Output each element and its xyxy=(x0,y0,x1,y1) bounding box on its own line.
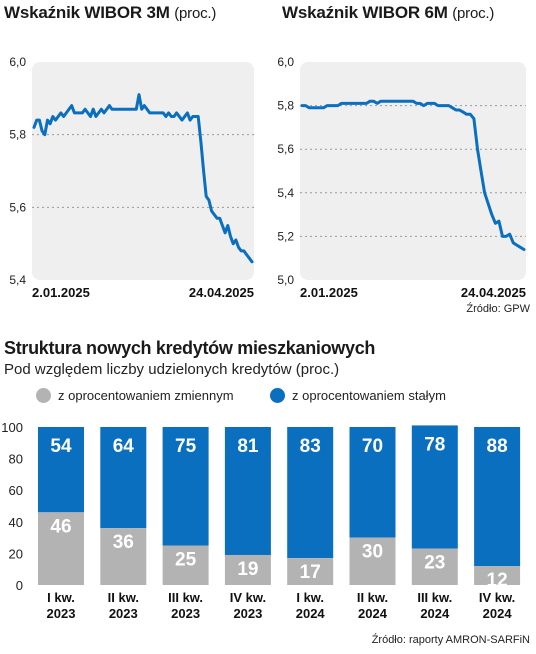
bar-fixed xyxy=(287,427,334,559)
data-label-fixed: 64 xyxy=(113,436,135,457)
x-tick-label: III kw. xyxy=(168,590,203,605)
top-source: Źródło: GPW xyxy=(466,303,530,315)
y-tick-label: 5,8 xyxy=(277,99,294,113)
bar-variable xyxy=(162,545,209,585)
x-tick-label: 2.01.2025 xyxy=(32,285,90,300)
x-tick-label: 2.01.2025 xyxy=(300,285,358,300)
bar-source: Źródło: raporty AMRON-SARFiN xyxy=(371,634,530,646)
bar-variable xyxy=(100,528,147,585)
x-tick-label: 24.04.2025 xyxy=(461,285,526,300)
x-tick-label: II kw. xyxy=(108,590,139,605)
y-tick-label: 5,8 xyxy=(9,128,26,142)
bar-fixed xyxy=(349,427,396,538)
data-label-fixed: 81 xyxy=(237,436,259,457)
bar-fixed xyxy=(224,427,271,555)
data-label-variable: 23 xyxy=(424,553,445,574)
data-label-variable: 36 xyxy=(113,532,134,553)
data-label-fixed: 88 xyxy=(487,436,508,457)
series-line xyxy=(300,99,526,251)
bar-section-subtitle: Pod względem liczby udzielonych kredytów… xyxy=(4,361,340,378)
wibor6m-chart: 6,0 5,8 5,6 5,4 5,2 5,0 2.01.2025 24.04.2025 xyxy=(277,55,526,300)
bar-variable xyxy=(474,566,521,585)
x-tick-label: 2024 xyxy=(296,606,326,621)
legend-variable-label: z oprocentowaniem zmiennym xyxy=(58,388,234,403)
y-tick-label: 40 xyxy=(9,515,23,530)
y-tick-label: 5,4 xyxy=(9,273,26,287)
y-tick-label: 6,0 xyxy=(9,55,26,69)
data-label-fixed: 70 xyxy=(362,436,383,457)
bar-fixed xyxy=(38,427,84,513)
x-tick-label: 2023 xyxy=(109,606,138,621)
x-tick-label: 2023 xyxy=(171,606,200,621)
data-label-variable: 19 xyxy=(237,559,258,580)
y-tick-label: 5,6 xyxy=(277,142,294,156)
legend-fixed-swatch xyxy=(270,388,285,403)
data-label-variable: 46 xyxy=(50,516,71,537)
plot-area xyxy=(300,62,526,280)
bar-variable xyxy=(287,558,334,585)
y-tick-label: 5,4 xyxy=(277,186,294,200)
x-tick-label: 2024 xyxy=(420,606,450,621)
plot-area xyxy=(32,62,254,280)
wibor3m-chart: 6,0 5,8 5,6 5,4 2.01.2025 24.04.2025 xyxy=(9,55,254,300)
y-tick-label: 5,2 xyxy=(277,229,294,243)
data-label-fixed: 54 xyxy=(50,436,72,457)
x-tick-label: 24.04.2025 xyxy=(189,285,254,300)
legend-variable: z oprocentowaniem zmiennym xyxy=(36,388,234,403)
bar-section-title: Struktura nowych kredytów mieszkaniowych xyxy=(4,338,376,358)
legend-fixed: z oprocentowaniem stałym xyxy=(270,388,446,403)
x-tick-label: III kw. xyxy=(417,590,452,605)
wibor3m-title: Wskaźnik WIBOR 3M (proc.) xyxy=(4,3,217,22)
bar-fixed xyxy=(100,427,147,529)
series-line xyxy=(32,93,254,264)
data-label-variable: 12 xyxy=(487,570,508,591)
wibor6m-title: Wskaźnik WIBOR 6M (proc.) xyxy=(282,3,495,22)
x-tick-label: I kw. xyxy=(47,590,75,605)
data-label-fixed: 83 xyxy=(300,436,321,457)
bar-variable xyxy=(224,554,271,585)
bar-fixed xyxy=(474,427,521,567)
data-label-variable: 25 xyxy=(175,550,197,571)
legend-variable-swatch xyxy=(36,388,51,403)
y-tick-label: 5,0 xyxy=(277,273,294,287)
data-label-variable: 17 xyxy=(300,562,321,583)
x-tick-label: 2024 xyxy=(483,606,513,621)
x-tick-label: 2023 xyxy=(233,606,262,621)
y-tick-label: 6,0 xyxy=(277,55,294,69)
x-tick-label: IV kw. xyxy=(479,590,515,605)
bar-variable xyxy=(38,512,84,585)
bar-fixed xyxy=(162,427,209,546)
data-label-fixed: 78 xyxy=(424,434,445,455)
y-tick-label: 5,6 xyxy=(9,200,26,214)
y-tick-label: 60 xyxy=(9,483,23,498)
bar-variable xyxy=(349,537,396,585)
y-tick-label: 0 xyxy=(16,578,23,593)
data-label-fixed: 75 xyxy=(175,436,197,457)
y-tick-label: 80 xyxy=(9,452,23,467)
x-tick-label: I kw. xyxy=(296,590,324,605)
x-tick-label: 2023 xyxy=(47,606,76,621)
x-tick-label: IV kw. xyxy=(230,590,266,605)
x-tick-label: II kw. xyxy=(357,590,388,605)
y-tick-label: 20 xyxy=(9,546,23,561)
legend-fixed-label: z oprocentowaniem stałym xyxy=(292,388,446,403)
data-label-variable: 30 xyxy=(362,542,383,563)
x-tick-label: 2024 xyxy=(358,606,388,621)
bar-variable xyxy=(411,548,458,585)
y-tick-label: 100 xyxy=(1,420,23,435)
bar-fixed xyxy=(411,425,458,549)
